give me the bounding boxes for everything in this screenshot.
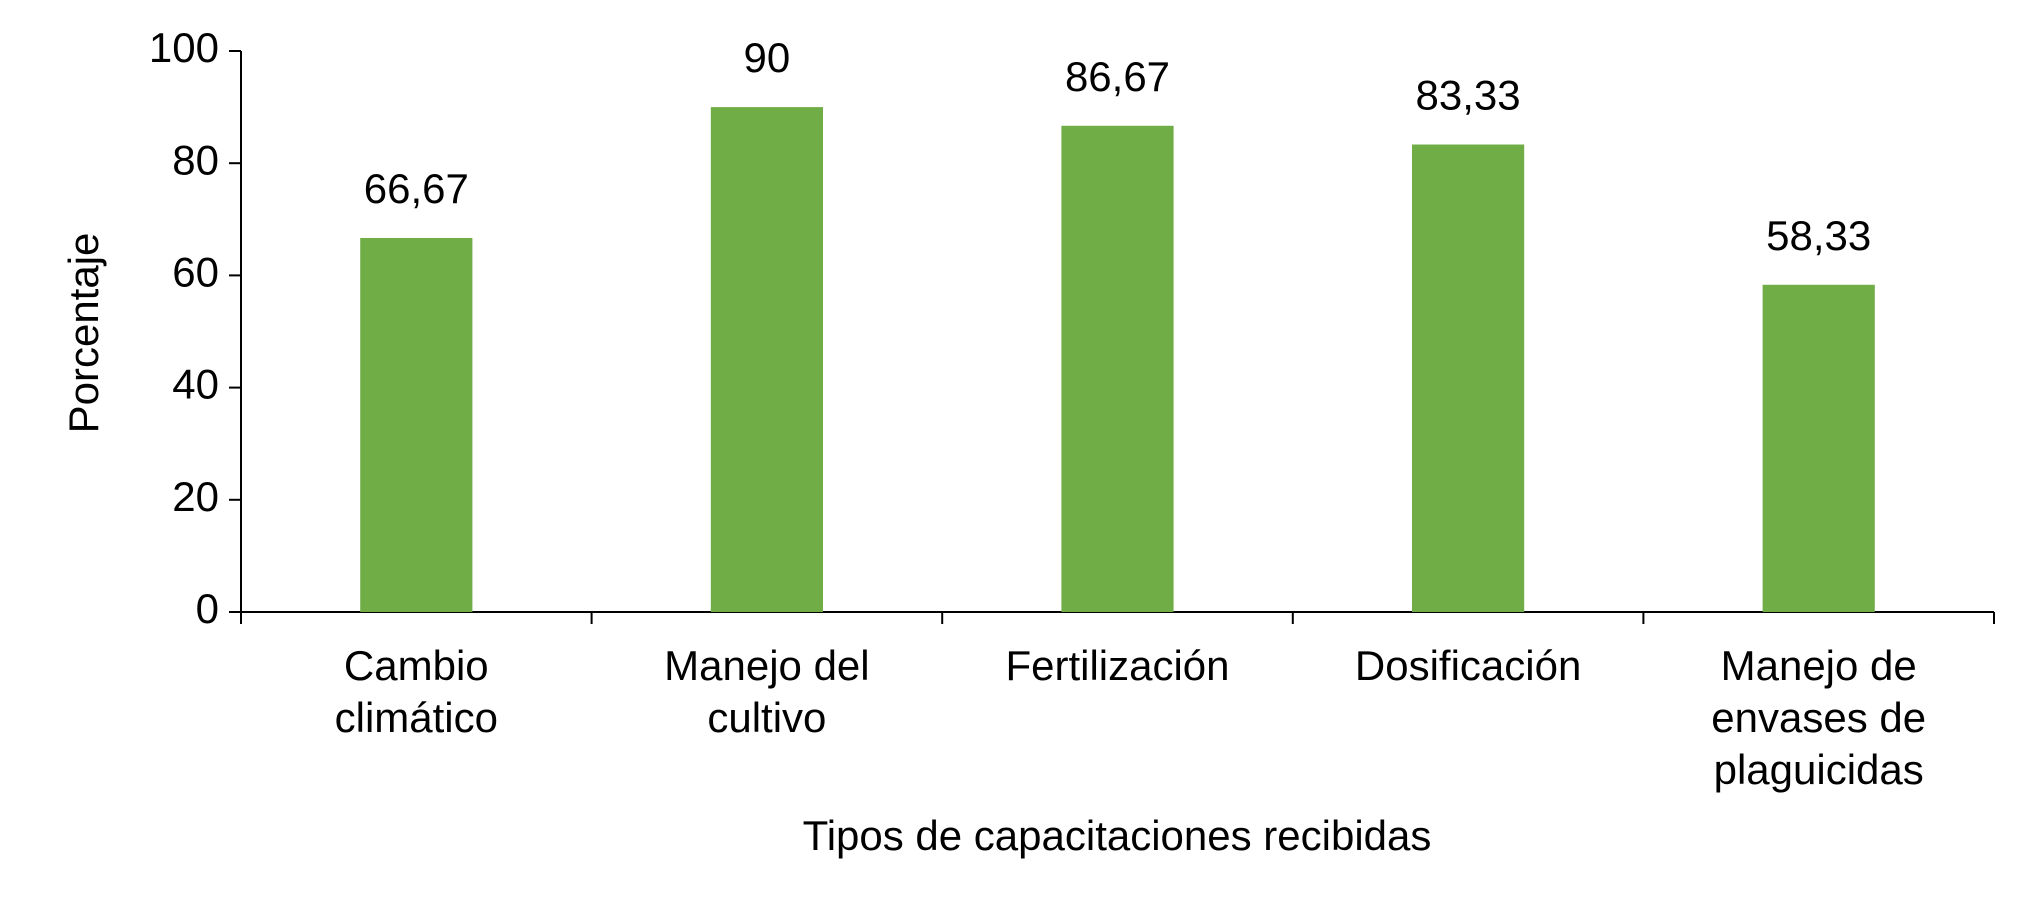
x-tick-label: Manejo de envases de plaguicidas [1711,642,1927,793]
y-axis-title: Porcentaje [60,233,107,434]
x-axis-title: Tipos de capacitaciones recibidas [803,812,1432,859]
value-label: 90 [744,34,791,81]
x-tick-label: Fertilización [1005,642,1230,689]
y-tick-label: 100 [149,24,219,71]
value-label: 83,33 [1416,72,1521,119]
bar [1762,284,1875,612]
y-tick-label: 60 [172,248,219,295]
value-label: 66,67 [364,165,469,212]
y-tick-label: 20 [172,473,219,520]
y-tick-label: 80 [172,136,219,183]
y-tick-label: 40 [172,361,219,408]
bar [1061,125,1174,612]
value-label: 86,67 [1065,53,1170,100]
x-tick-label: Dosificación [1354,642,1582,689]
bar [360,237,473,612]
bar [710,107,823,612]
y-tick-label: 0 [196,585,219,632]
x-tick-label: Cambio climático [334,642,498,741]
value-label: 58,33 [1766,212,1871,259]
bar [1412,144,1525,612]
x-tick-label: Manejo del cultivo [664,642,870,741]
